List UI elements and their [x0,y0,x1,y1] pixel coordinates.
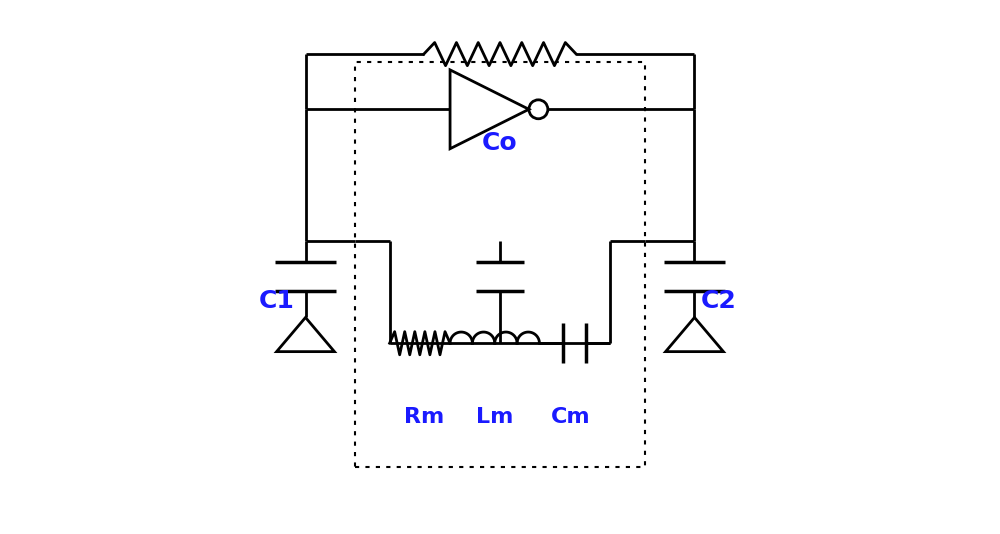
Text: Rm: Rm [404,407,444,427]
Text: C2: C2 [700,289,736,313]
Text: C1: C1 [259,289,295,313]
Text: Cm: Cm [551,407,591,427]
Text: Co: Co [482,131,518,155]
Bar [355,62,645,467]
Text: Lm: Lm [476,407,513,427]
